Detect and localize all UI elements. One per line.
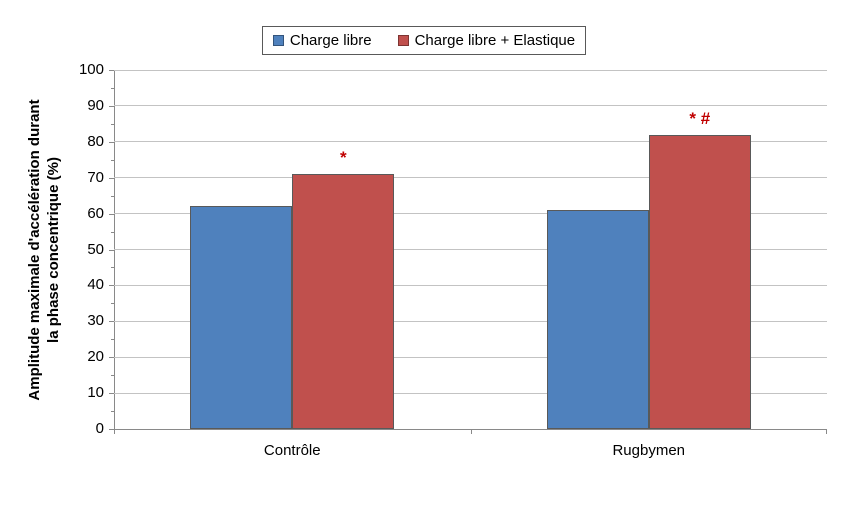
y-tick-label: 0 — [95, 420, 104, 437]
gridline — [114, 392, 827, 394]
bar-Contrôle-0 — [190, 206, 293, 429]
y-tick-label: 60 — [87, 204, 104, 222]
y-minor-tick — [111, 195, 114, 197]
legend-item-1: Charge libre + Elastique — [397, 32, 576, 49]
x-tick — [471, 430, 472, 434]
y-major-tick — [109, 249, 114, 251]
y-tick-label: 20 — [87, 348, 104, 366]
y-major-tick — [109, 393, 114, 395]
y-minor-tick — [111, 159, 114, 161]
gridline — [114, 141, 827, 143]
legend-swatch-icon — [397, 35, 409, 46]
y-tick-label: 10 — [87, 384, 104, 402]
y-major-tick — [109, 70, 114, 71]
y-major-tick — [109, 429, 114, 430]
y-tick-label: 80 — [87, 132, 104, 150]
y-tick-label: 50 — [87, 240, 104, 258]
y-axis-title-line1: Amplitude maximale d'accélération durant — [26, 99, 43, 401]
gridline — [114, 284, 827, 286]
y-minor-tick — [111, 231, 114, 233]
gridline — [114, 356, 827, 358]
y-minor-tick — [111, 123, 114, 125]
y-minor-tick — [111, 411, 114, 413]
y-minor-tick — [111, 375, 114, 377]
y-minor-tick — [111, 339, 114, 341]
y-tick-label: 30 — [87, 312, 104, 330]
y-major-tick — [109, 141, 114, 143]
y-minor-tick — [111, 303, 114, 305]
legend-label: Charge libre + Elastique — [414, 32, 576, 49]
gridline — [114, 69, 827, 71]
y-major-tick — [109, 321, 114, 323]
bar-Rugbymen-1 — [648, 134, 751, 429]
x-tick — [826, 430, 827, 434]
significance-annotation: * — [339, 148, 347, 168]
x-tick — [114, 430, 115, 434]
bar-Rugbymen-0 — [546, 210, 649, 429]
gridline — [114, 105, 827, 107]
y-minor-tick — [111, 267, 114, 269]
gridline — [114, 320, 827, 322]
plot-area: 0 10 20 30 40 50 60 70 80 90 100 Contrôle Rugbymen * *… — [79, 61, 827, 459]
y-major-tick — [109, 285, 114, 287]
y-tick-label: 100 — [78, 61, 104, 78]
gridline — [114, 177, 827, 179]
category-label: Rugbymen — [612, 442, 686, 459]
y-axis-title: Amplitude maximale d'accélération durant… — [25, 60, 63, 440]
y-axis-line — [114, 70, 115, 430]
legend-label: Charge libre — [289, 32, 372, 49]
gridline — [114, 213, 827, 215]
y-major-tick — [109, 177, 114, 179]
legend-item-0: Charge libre — [272, 32, 372, 49]
bar-Contrôle-1 — [292, 174, 395, 429]
y-tick-label: 70 — [87, 168, 104, 186]
y-minor-tick — [111, 87, 114, 89]
y-major-tick — [109, 357, 114, 359]
x-axis-line — [114, 429, 827, 430]
y-tick-label: 40 — [87, 276, 104, 294]
legend-swatch-icon — [272, 35, 284, 46]
y-tick-label: 90 — [87, 96, 104, 114]
gridline — [114, 249, 827, 250]
category-label: Contrôle — [263, 442, 321, 459]
legend: Charge libre Charge libre + Elastique — [262, 26, 586, 55]
y-major-tick — [109, 105, 114, 107]
y-major-tick — [109, 213, 114, 215]
significance-annotation: * # — [689, 108, 711, 128]
